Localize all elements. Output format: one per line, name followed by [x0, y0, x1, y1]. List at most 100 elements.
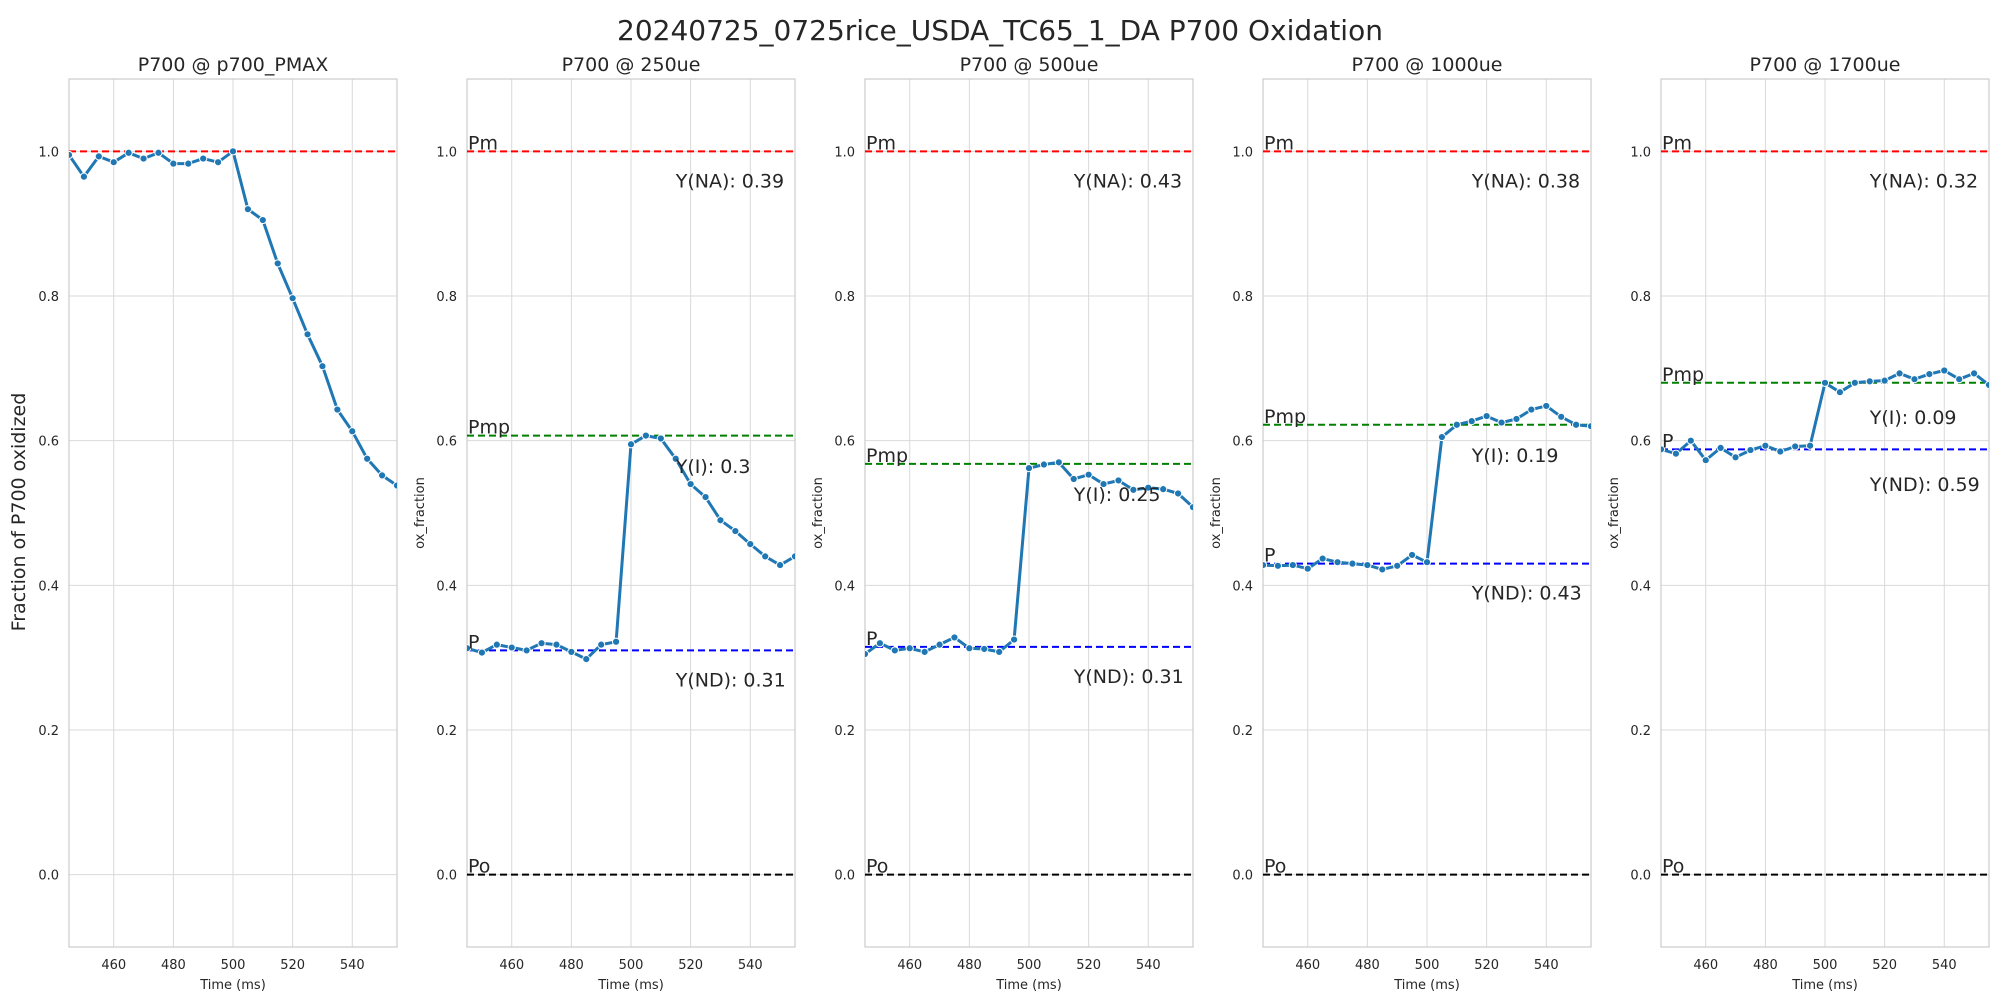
plot-contents — [1263, 150, 1591, 876]
y-tick-label: 1.0 — [834, 145, 855, 160]
data-point — [522, 646, 531, 655]
annotation: Y(I): 0.3 — [675, 456, 751, 478]
data-point — [1452, 420, 1461, 429]
plot-frame — [1660, 78, 1990, 948]
data-point — [1263, 560, 1268, 570]
data-point — [228, 147, 238, 156]
data-point — [761, 552, 770, 561]
x-tick-label: 520 — [1076, 958, 1101, 973]
data-point — [1940, 366, 1949, 375]
data-point — [920, 647, 929, 656]
data-point — [671, 454, 680, 463]
plot-contents — [865, 150, 1193, 876]
panel-5: 460 480 500 520 540 0.0 0.2 0.4 0.6 0.8 1.0 P700 @ … — [1607, 54, 1990, 993]
figure-title: 20240725_0725rice_USDA_TC65_1_DA P700 Ox… — [617, 14, 1383, 47]
data-point — [169, 159, 178, 168]
data-point — [258, 215, 267, 225]
annotation: Y(ND): 0.59 — [1869, 474, 1980, 496]
y-axis-label: ox_fraction — [811, 477, 826, 549]
hline-label: Po — [1264, 856, 1286, 878]
annotation: Y(NA): 0.32 — [1869, 170, 1978, 192]
panel-title: P700 @ 500ue — [960, 54, 1099, 76]
data-point — [1805, 441, 1815, 450]
x-axis-label: Time (ms) — [597, 978, 664, 993]
y-tick-label: 1.0 — [1630, 145, 1651, 160]
panels: 460 480 500 520 540 0.0 0.2 0.4 0.6 0.8 1.0 P700 @ … — [8, 54, 1990, 993]
data-point — [1159, 485, 1168, 494]
data-point — [1144, 483, 1153, 492]
data-point — [94, 152, 103, 161]
x-tick-label: 500 — [619, 958, 644, 973]
plot-contents — [69, 147, 397, 490]
x-tick-label: 540 — [738, 958, 763, 973]
y-axis-label: ox_fraction — [413, 477, 428, 549]
data-point — [552, 640, 561, 649]
data-point — [1880, 376, 1889, 385]
y-tick-label: 0.6 — [1232, 435, 1253, 450]
hline-label: P — [1264, 545, 1275, 567]
x-tick-label: 460 — [1693, 958, 1718, 973]
data-point — [875, 639, 885, 648]
data-point — [731, 526, 740, 536]
data-point — [1661, 445, 1666, 454]
data-point — [1850, 378, 1859, 387]
data-point — [79, 172, 89, 181]
data-point — [477, 648, 487, 657]
x-tick-label: 480 — [161, 958, 186, 973]
y-tick-label: 0.0 — [1232, 869, 1253, 884]
data-point — [213, 158, 223, 167]
y-tick-label: 0.6 — [834, 435, 855, 450]
data-point — [1482, 411, 1491, 421]
x-tick-label: 460 — [499, 958, 524, 973]
data-point — [1820, 378, 1830, 387]
y-tick-label: 0.6 — [1630, 435, 1651, 450]
y-tick-label: 0.0 — [436, 869, 457, 884]
data-point — [139, 154, 148, 163]
hline-label: Pm — [866, 132, 896, 154]
data-point — [1437, 432, 1447, 442]
panel-1: 460 480 500 520 540 0.0 0.2 0.4 0.6 0.8 1.0 P700 @ … — [8, 54, 398, 993]
x-tick-label: 460 — [101, 958, 126, 973]
x-tick-label: 520 — [1474, 958, 1499, 973]
y-tick-label: 1.0 — [436, 145, 457, 160]
y-tick-label: 0.0 — [1630, 869, 1651, 884]
data-point — [935, 640, 944, 649]
hline-label: Pm — [1264, 132, 1294, 154]
data-point — [1955, 375, 1964, 384]
annotation: Y(ND): 0.31 — [675, 669, 786, 691]
annotation: Y(ND): 0.31 — [1073, 666, 1184, 688]
y-tick-label: 0.2 — [38, 724, 59, 739]
x-tick-label: 520 — [280, 958, 305, 973]
data-point — [611, 637, 621, 646]
plot-frame — [68, 78, 398, 948]
x-axis-label: Time (ms) — [199, 978, 266, 993]
y-tick-label: 0.8 — [38, 290, 59, 305]
data-point — [1791, 442, 1800, 451]
y-tick-label: 0.2 — [1630, 724, 1651, 739]
y-tick-label: 0.8 — [436, 290, 457, 305]
hline-label: P — [468, 631, 479, 653]
data-point — [467, 644, 472, 653]
data-point — [582, 655, 591, 664]
y-tick-label: 0.2 — [834, 724, 855, 739]
x-tick-label: 540 — [1136, 958, 1161, 973]
y-tick-label: 0.8 — [1232, 290, 1253, 305]
annotation: Y(I): 0.25 — [1073, 484, 1161, 506]
data-point — [567, 647, 576, 656]
y-tick-label: 0.4 — [1630, 579, 1651, 594]
data-point — [597, 640, 606, 649]
plot-frame — [864, 78, 1194, 948]
data-point — [980, 644, 989, 654]
x-tick-label: 540 — [1534, 958, 1559, 973]
plot-frame — [466, 78, 796, 948]
annotation: Y(I): 0.19 — [1471, 445, 1559, 467]
y-tick-label: 0.0 — [834, 869, 855, 884]
data-point — [333, 405, 342, 414]
annotation: Y(NA): 0.43 — [1073, 170, 1182, 192]
annotation: Y(ND): 0.43 — [1471, 583, 1582, 605]
data-point — [1273, 561, 1283, 570]
x-tick-label: 500 — [221, 958, 246, 973]
data-point — [1671, 449, 1681, 458]
data-point — [641, 431, 651, 440]
y-tick-label: 1.0 — [1232, 145, 1253, 160]
